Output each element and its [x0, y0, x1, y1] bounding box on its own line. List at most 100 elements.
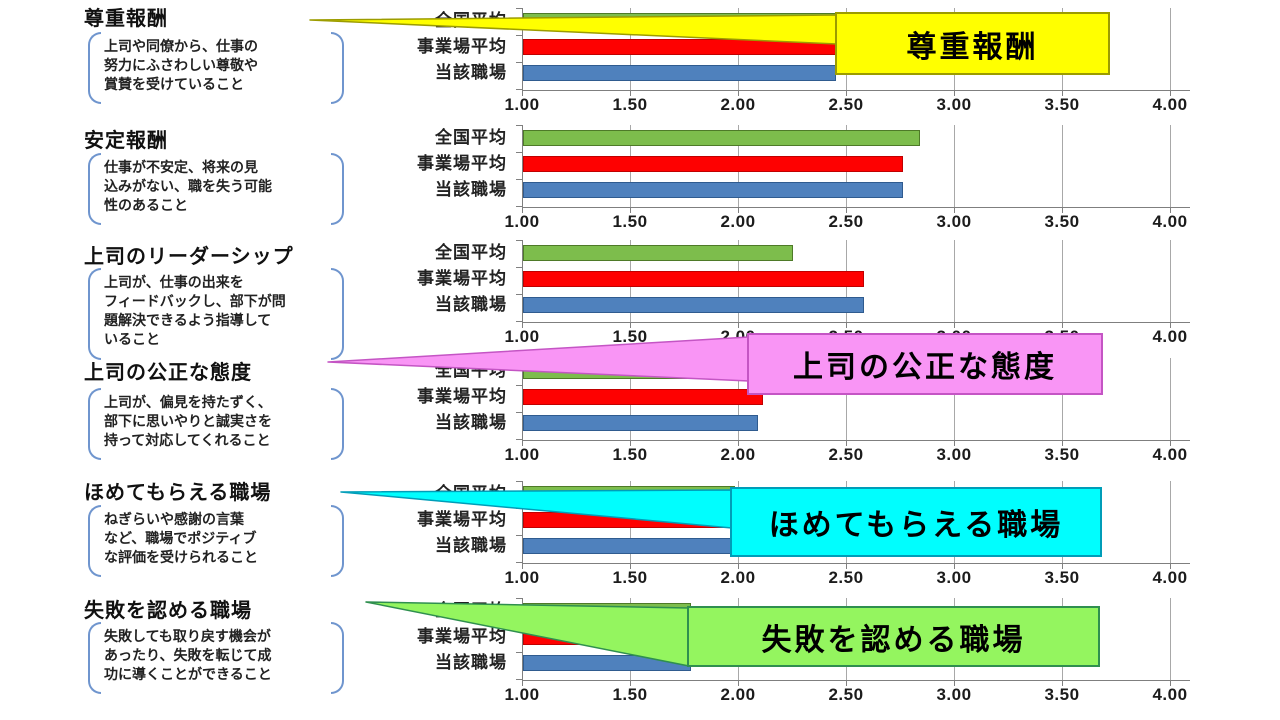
- gridline: [954, 125, 955, 208]
- x-tick-label: 3.50: [1044, 212, 1080, 231]
- x-tick-label: 2.50: [828, 95, 864, 114]
- bar-worksite-average: [523, 389, 763, 405]
- axis-tick: [630, 441, 631, 446]
- bar-worksite-average: [523, 271, 864, 287]
- category-label: 当該職場: [435, 653, 507, 672]
- category-label: 事業場平均: [417, 627, 507, 646]
- axis-tick: [516, 598, 522, 599]
- bar-national-average: [523, 603, 691, 619]
- axis-tick: [516, 439, 522, 440]
- x-tick-label: 3.50: [1044, 685, 1080, 704]
- x-tick-label: 2.50: [828, 685, 864, 704]
- axis-tick: [522, 208, 523, 213]
- category-label: 事業場平均: [417, 387, 507, 406]
- x-tick-label: 3.00: [936, 445, 972, 464]
- category-label: 事業場平均: [417, 37, 507, 56]
- gridline: [954, 240, 955, 323]
- bar-this-workplace: [523, 655, 691, 671]
- x-axis-line: [522, 322, 1190, 323]
- category-label: 当該職場: [435, 413, 507, 432]
- axis-tick: [516, 179, 522, 180]
- axis-tick: [1170, 208, 1171, 213]
- axis-tick: [630, 91, 631, 96]
- axis-tick: [516, 240, 522, 241]
- x-tick-label: 2.00: [720, 685, 756, 704]
- y-axis-line: [522, 358, 523, 441]
- axis-tick: [516, 294, 522, 295]
- callout-box: 失敗を認める職場: [687, 606, 1100, 667]
- axis-tick: [1170, 681, 1171, 686]
- axis-tick: [516, 152, 522, 153]
- x-tick-label: 2.50: [828, 212, 864, 231]
- bar-national-average: [523, 245, 793, 261]
- x-tick-label: 1.50: [612, 95, 648, 114]
- x-tick-label: 1.50: [612, 212, 648, 231]
- bar-worksite-average: [523, 629, 689, 645]
- x-tick-label: 2.50: [828, 568, 864, 587]
- category-label: 全国平均: [435, 243, 507, 262]
- gridline: [1062, 358, 1063, 441]
- section-title: 上司の公正な態度: [84, 362, 252, 384]
- gridline: [1170, 8, 1171, 91]
- x-tick-label: 4.00: [1152, 445, 1188, 464]
- axis-tick: [516, 206, 522, 207]
- x-tick-label: 3.00: [936, 212, 972, 231]
- category-label: 全国平均: [435, 11, 507, 30]
- axis-tick: [516, 385, 522, 386]
- category-label: 全国平均: [435, 361, 507, 380]
- y-axis-line: [522, 240, 523, 323]
- category-label: 当該職場: [435, 295, 507, 314]
- axis-tick: [954, 564, 955, 569]
- section-title: 上司のリーダーシップ: [84, 246, 294, 268]
- x-tick-label: 2.00: [720, 445, 756, 464]
- x-tick-label: 4.00: [1152, 685, 1188, 704]
- axis-tick: [1062, 91, 1063, 96]
- bar-chart-plot: 1.001.502.002.503.003.504.00: [504, 240, 1190, 346]
- axis-tick: [1062, 441, 1063, 446]
- axis-tick: [954, 91, 955, 96]
- axis-tick: [846, 564, 847, 569]
- callout-box: 上司の公正な態度: [747, 333, 1103, 395]
- axis-tick: [738, 564, 739, 569]
- axis-tick: [1062, 681, 1063, 686]
- axis-tick: [630, 323, 631, 328]
- bar-this-workplace: [523, 297, 864, 313]
- x-tick-label: 2.50: [828, 445, 864, 464]
- x-tick-label: 1.00: [504, 95, 540, 114]
- x-tick-label: 1.00: [504, 685, 540, 704]
- axis-tick: [630, 564, 631, 569]
- axis-tick: [846, 441, 847, 446]
- bar-this-workplace: [523, 415, 758, 431]
- section-description: 上司が、仕事の出来を フィードバックし、部下が問 題解決できるよう指導して いる…: [88, 268, 344, 360]
- category-label: 事業場平均: [417, 269, 507, 288]
- bar-worksite-average: [523, 512, 739, 528]
- x-tick-label: 1.00: [504, 568, 540, 587]
- axis-tick: [954, 441, 955, 446]
- axis-tick: [846, 323, 847, 328]
- gridline: [846, 358, 847, 441]
- callout-box: 尊重報酬: [835, 12, 1110, 75]
- axis-tick: [738, 441, 739, 446]
- axis-tick: [738, 681, 739, 686]
- x-tick-label: 1.50: [612, 568, 648, 587]
- gridline: [954, 358, 955, 441]
- x-tick-label: 3.00: [936, 568, 972, 587]
- axis-tick: [1062, 564, 1063, 569]
- category-label: 事業場平均: [417, 510, 507, 529]
- bar-national-average: [523, 13, 838, 29]
- axis-tick: [516, 481, 522, 482]
- axis-tick: [630, 208, 631, 213]
- axis-tick: [738, 91, 739, 96]
- section-description: 失敗しても取り戻す機会が あったり、失敗を転じて成 功に導くことができること: [88, 622, 344, 694]
- x-tick-label: 3.50: [1044, 445, 1080, 464]
- axis-tick: [516, 321, 522, 322]
- bar-worksite-average: [523, 39, 836, 55]
- category-label: 当該職場: [435, 180, 507, 199]
- bar-national-average: [523, 486, 735, 502]
- x-tick-label: 1.50: [612, 685, 648, 704]
- x-tick-label: 1.00: [504, 445, 540, 464]
- section-description: ねぎらいや感謝の言葉 など、職場でポジティブ な評価を受けられること: [88, 505, 344, 577]
- y-axis-line: [522, 125, 523, 208]
- axis-tick: [954, 681, 955, 686]
